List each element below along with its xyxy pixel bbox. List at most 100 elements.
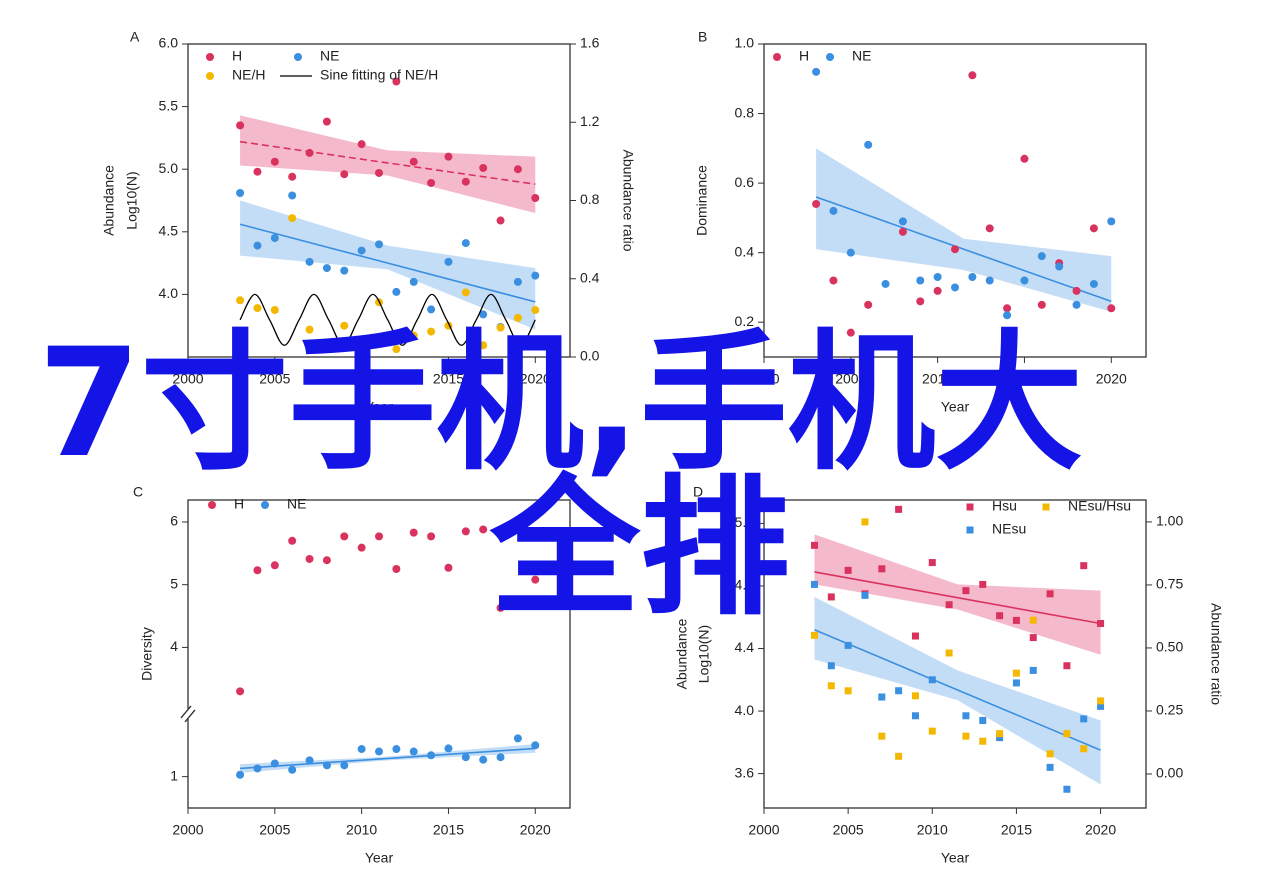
point [444, 257, 453, 266]
point [1012, 679, 1020, 687]
point [427, 751, 436, 760]
y2-tick-label: 0.25 [1156, 702, 1183, 718]
point [895, 687, 903, 695]
fit-line [815, 196, 1112, 303]
point [881, 279, 890, 288]
legend-marker [966, 503, 974, 511]
point [933, 273, 942, 282]
point [878, 732, 886, 740]
y2-tick-label: 0.50 [1156, 639, 1183, 655]
legend-label: H [232, 48, 242, 64]
y-tick-label: 3.6 [735, 764, 755, 780]
point [846, 248, 855, 257]
axis-break [180, 705, 196, 723]
point [844, 641, 852, 649]
point [928, 559, 936, 567]
point [322, 761, 331, 770]
point [1080, 562, 1088, 570]
x-tick-label: 2005 [833, 822, 864, 838]
point [479, 163, 488, 172]
point [288, 214, 297, 223]
point [288, 191, 297, 200]
panel-label: C [133, 484, 143, 500]
point [1020, 154, 1029, 163]
y-tick-label: 5 [170, 575, 178, 591]
point [340, 321, 349, 330]
y2-tick-label: 0.00 [1156, 765, 1183, 781]
point [898, 217, 907, 226]
point [878, 565, 886, 573]
point [945, 601, 953, 609]
plot-area [812, 67, 1116, 337]
point [270, 157, 279, 166]
point [531, 306, 540, 315]
x-tick-label: 2010 [922, 371, 953, 387]
point [1046, 590, 1054, 598]
point [951, 283, 959, 292]
point [864, 300, 873, 309]
y-tick-label: 0.4 [735, 243, 755, 259]
point [322, 117, 331, 126]
point [1029, 616, 1037, 624]
fit-line [239, 140, 536, 186]
point [253, 764, 262, 773]
point [1020, 276, 1029, 285]
point [916, 276, 925, 285]
x-tick-label: 2000 [748, 371, 779, 387]
point [827, 662, 835, 670]
charts: 2000 2005 2010 2015 2020 4.0 4.5 5.0 5.5 6.0 0.0 0.… [101, 29, 1225, 866]
point [409, 331, 418, 340]
legend-label: NEsu [992, 521, 1026, 537]
plot-frame [763, 43, 1147, 358]
point [461, 288, 470, 297]
plot-frame [763, 499, 1147, 809]
y-tick-label: 4.5 [159, 223, 179, 239]
x-tick-label: 2020 [520, 822, 551, 838]
legend-marker [773, 53, 781, 61]
point [288, 536, 297, 545]
point [1063, 785, 1071, 793]
point [933, 286, 942, 295]
y2-tick-label: 0.8 [580, 191, 600, 207]
point [357, 543, 366, 552]
point [305, 554, 314, 563]
point [1089, 224, 1098, 233]
point [1003, 304, 1012, 313]
y-axis-label: Dominance [694, 165, 710, 236]
point [513, 734, 522, 743]
point [409, 277, 418, 286]
point [496, 323, 505, 332]
point [962, 712, 970, 720]
point [531, 271, 540, 280]
point [236, 121, 245, 130]
legend-label: H [799, 48, 809, 64]
point [236, 296, 245, 305]
point [979, 737, 987, 745]
point [911, 692, 919, 700]
point [236, 687, 245, 696]
y2-axis-label: Abundance ratio [1208, 603, 1224, 705]
point [392, 77, 401, 86]
y-tick-label: 1.0 [735, 35, 755, 51]
x-tick-label: 2000 [748, 822, 779, 838]
point [427, 178, 436, 187]
legend-label: NE [320, 48, 339, 64]
point [236, 770, 245, 779]
point [829, 276, 838, 285]
x-tick-label: 2005 [835, 371, 866, 387]
point [531, 741, 540, 750]
point [1072, 286, 1081, 295]
point [392, 287, 401, 296]
x-axis-label: Year [365, 399, 394, 415]
point [1046, 763, 1054, 771]
point [1097, 620, 1105, 628]
point [322, 556, 331, 565]
point [340, 761, 349, 770]
plot-frame [187, 499, 571, 809]
point [844, 566, 852, 574]
confidence-band [814, 534, 1101, 655]
y-axis-label: Abundance [101, 165, 117, 236]
point [1080, 745, 1088, 753]
plot-area [236, 525, 540, 779]
point [322, 264, 331, 273]
